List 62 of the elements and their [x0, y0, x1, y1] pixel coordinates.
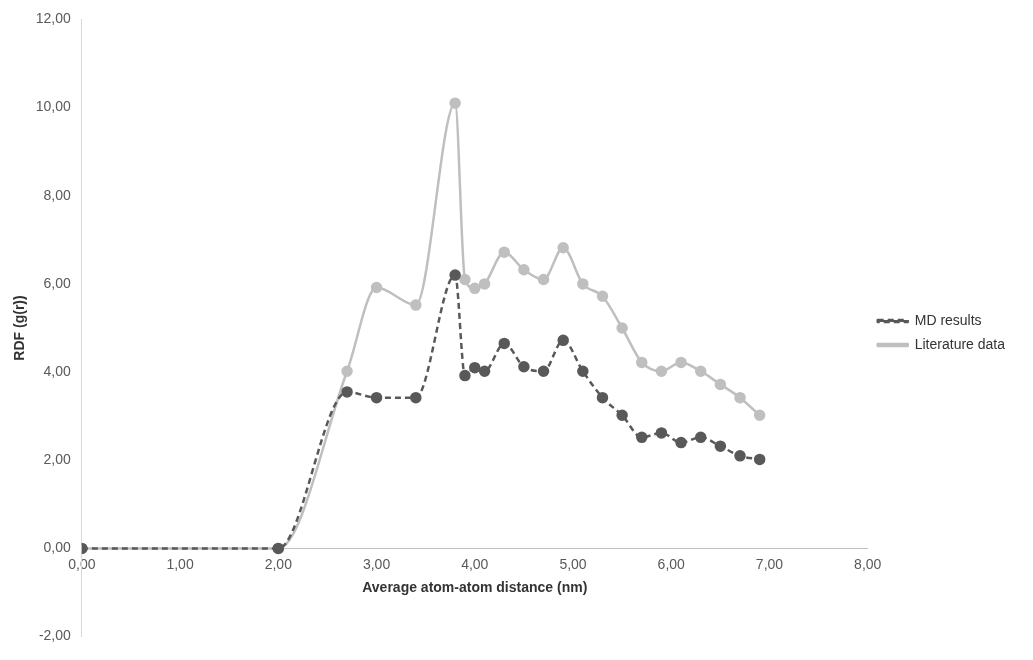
- point: [410, 391, 422, 404]
- point: [655, 427, 668, 439]
- x-tick-label: 2,00: [264, 555, 293, 572]
- point: [449, 269, 461, 281]
- point: [469, 361, 481, 374]
- x-tick-label: 3,00: [362, 555, 391, 572]
- point: [675, 356, 687, 369]
- x-tick-label: 5,00: [559, 555, 587, 572]
- point: [518, 361, 530, 373]
- legend-label: Literature data: [914, 335, 1006, 352]
- y-tick-label: 0,00: [43, 539, 72, 556]
- x-tick-label: 6,00: [657, 555, 686, 572]
- point: [478, 365, 491, 377]
- point: [636, 356, 648, 369]
- point: [370, 391, 383, 404]
- y-tick-label: 8,00: [43, 186, 72, 203]
- point: [714, 440, 727, 452]
- point: [370, 281, 383, 294]
- point: [636, 431, 648, 444]
- point: [449, 97, 461, 109]
- point: [675, 436, 687, 449]
- point: [557, 242, 569, 254]
- point: [459, 369, 471, 382]
- y-tick-label: 12,00: [35, 10, 72, 27]
- point: [410, 299, 422, 311]
- point: [478, 278, 491, 290]
- y-axis-title: RDF (g(r)): [11, 295, 28, 361]
- x-tick-label: 1,00: [166, 555, 194, 572]
- point: [577, 365, 589, 377]
- y-tick-label: 4,00: [43, 362, 72, 379]
- point: [518, 264, 530, 276]
- point: [341, 365, 353, 377]
- point: [557, 334, 569, 347]
- point: [537, 273, 550, 286]
- point: [753, 409, 766, 422]
- x-axis-title: Average atom-atom distance (nm): [362, 579, 588, 596]
- point: [714, 378, 727, 391]
- point: [694, 431, 707, 444]
- y-tick-label: -2,00: [38, 627, 72, 644]
- legend-label: MD results: [914, 311, 982, 328]
- point: [596, 391, 609, 404]
- y-tick-label: 10,00: [35, 98, 72, 115]
- point: [734, 450, 746, 462]
- point: [498, 337, 510, 350]
- point: [616, 409, 628, 422]
- point: [694, 365, 707, 377]
- x-tick-label: 4,00: [461, 555, 489, 572]
- x-tick-label: 8,00: [854, 555, 882, 572]
- x-tick-label: 7,00: [755, 555, 784, 572]
- point: [753, 453, 766, 466]
- point: [341, 386, 353, 398]
- point: [734, 391, 746, 404]
- point: [596, 290, 609, 303]
- point: [537, 365, 550, 377]
- point: [459, 273, 471, 286]
- point: [498, 246, 510, 258]
- point: [655, 365, 668, 377]
- point: [577, 278, 589, 290]
- y-tick-label: 6,00: [43, 274, 72, 291]
- point: [469, 282, 481, 295]
- point: [616, 322, 628, 334]
- y-tick-label: 2,00: [43, 451, 72, 468]
